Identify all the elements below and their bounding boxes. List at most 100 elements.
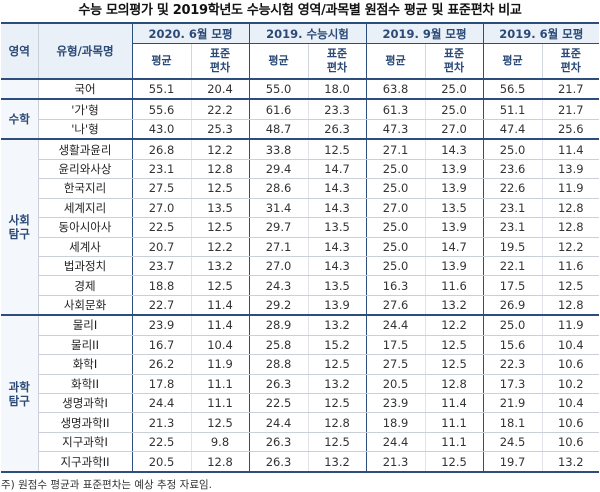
sd-value: 12.5 (307, 354, 367, 375)
mean-value: 26.3 (248, 374, 308, 395)
table-row: 윤리와사상 23.1 12.8 29.4 14.7 25.0 13.9 23.6 13.9 (1, 159, 600, 180)
mean-value: 51.1 (482, 99, 543, 120)
mean-value: 24.5 (482, 432, 543, 453)
table-row: 지구과학II 20.5 12.8 26.3 13.2 21.3 12.5 19.7 13.2 (1, 451, 600, 473)
sd-value: 12.5 (190, 178, 249, 199)
sd-value: 20.4 (190, 79, 249, 101)
subject-cell: '나'형 (38, 119, 132, 141)
mean-value: 28.8 (248, 354, 308, 375)
subject-cell: 윤리와사상 (38, 159, 132, 180)
mean-value: 23.7 (131, 256, 191, 277)
subject-cell: 국어 (38, 79, 132, 101)
sd-value: 14.3 (307, 198, 367, 219)
mean-value: 22.6 (482, 178, 543, 199)
mean-value: 19.5 (482, 237, 543, 257)
mean-value: 29.4 (248, 159, 308, 180)
header-subject: 유형/과목명 (37, 22, 132, 80)
sd-value: 11.4 (190, 295, 249, 317)
sd-value: 11.1 (424, 432, 484, 453)
mean-value: 33.8 (248, 139, 308, 160)
subject-cell: 지구과학I (38, 432, 132, 453)
sd-value: 22.2 (190, 99, 249, 120)
header-exam-2019-june: 2019. 6월 모평 (482, 22, 600, 44)
header-sd: 표준 편차 (424, 43, 484, 80)
sd-value: 15.2 (307, 335, 367, 356)
sd-value: 11.9 (541, 315, 600, 336)
mean-value: 22.5 (131, 432, 191, 453)
mean-value: 21.9 (482, 393, 543, 414)
header-sd: 표준 편차 (541, 43, 600, 80)
mean-value: 17.8 (131, 374, 191, 395)
sd-value: 25.6 (541, 119, 600, 141)
sd-value: 13.2 (424, 295, 484, 317)
mean-value: 25.0 (365, 217, 426, 238)
mean-value: 16.7 (131, 335, 191, 356)
subject-cell: 물리II (38, 335, 132, 356)
mean-value: 25.0 (482, 139, 543, 160)
mean-value: 19.7 (482, 451, 543, 473)
mean-value: 25.0 (365, 237, 426, 257)
mean-value: 16.3 (365, 275, 426, 296)
subject-cell: 한국지리 (38, 178, 132, 199)
mean-value: 28.6 (248, 178, 308, 199)
mean-value: 22.7 (131, 295, 191, 317)
mean-value: 25.0 (365, 178, 426, 199)
mean-value: 22.5 (131, 217, 191, 238)
mean-value: 17.5 (482, 275, 543, 296)
table-row: 세계지리 27.0 13.5 31.4 14.3 27.0 13.5 23.1 12.8 (1, 198, 600, 219)
score-comparison-table: 영역 유형/과목명 2020. 6월 모평 2019. 수능시험 2019. 9… (1, 22, 600, 473)
sd-value: 10.6 (541, 354, 600, 375)
sd-value: 12.8 (190, 451, 249, 473)
table-row: 생명과학I 24.4 11.1 22.5 12.5 23.9 11.4 21.9 10.4 (1, 393, 600, 414)
mean-value: 25.0 (482, 315, 543, 336)
mean-value: 26.9 (482, 295, 543, 317)
header-sd: 표준 편차 (190, 43, 249, 80)
header-mean: 평균 (365, 43, 426, 80)
mean-value: 24.4 (365, 432, 426, 453)
subject-cell: 사회문화 (38, 295, 132, 317)
area-cell: 과학 탐구 (1, 315, 39, 473)
sd-value: 13.2 (307, 374, 367, 395)
sd-value: 12.8 (541, 295, 600, 317)
mean-value: 23.9 (131, 315, 191, 336)
mean-value: 26.2 (131, 354, 191, 375)
mean-value: 55.0 (248, 79, 308, 101)
header-row-exams: 영역 유형/과목명 2020. 6월 모평 2019. 수능시험 2019. 9… (1, 22, 600, 80)
subject-cell: '가'형 (38, 99, 132, 120)
mean-value: 27.1 (365, 139, 426, 160)
sd-value: 13.2 (541, 451, 600, 473)
sd-value: 27.0 (424, 119, 484, 141)
sd-value: 11.1 (424, 412, 484, 433)
table-row: 물리II 16.7 10.4 25.8 15.2 17.5 12.5 15.6 10.4 (1, 335, 600, 356)
sd-value: 14.7 (424, 237, 484, 257)
table-row: 수학 '가'형 55.6 22.2 61.6 23.3 61.3 25.0 51.1 21.7 (1, 99, 600, 141)
sd-value: 14.3 (307, 256, 367, 277)
sd-value: 13.2 (307, 315, 367, 336)
mean-value: 23.1 (482, 217, 543, 238)
sd-value: 25.3 (190, 119, 249, 141)
table-row: 사회 탐구 생활과윤리 26.8 12.2 33.8 12.5 27.1 14.3 25.0 11.… (1, 139, 600, 317)
mean-value: 20.5 (365, 374, 426, 395)
table-row: 화학I 26.2 11.9 28.8 12.5 27.5 12.5 22.3 10.6 (1, 354, 600, 375)
sd-value: 21.7 (541, 99, 600, 120)
mean-value: 27.5 (365, 354, 426, 375)
mean-value: 27.0 (248, 256, 308, 277)
sd-value: 12.8 (424, 374, 484, 395)
sd-value: 11.6 (541, 256, 600, 277)
mean-value: 21.3 (131, 412, 191, 433)
area-cell: 사회 탐구 (1, 139, 39, 317)
mean-value: 47.3 (365, 119, 426, 141)
sd-value: 12.5 (424, 354, 484, 375)
sd-value: 14.3 (307, 237, 367, 257)
table-row: 과학 탐구 물리I 23.9 11.4 28.9 13.2 24.4 12.2 25.0 11.9 (1, 315, 600, 473)
mean-value: 23.1 (482, 198, 543, 219)
subject-cell: 법과정치 (38, 256, 132, 277)
sd-value: 12.5 (190, 412, 249, 433)
sd-value: 13.9 (424, 178, 484, 199)
sd-value: 12.8 (190, 159, 249, 180)
sd-value: 11.9 (541, 178, 600, 199)
sd-value: 12.2 (541, 237, 600, 257)
mean-value: 63.8 (365, 79, 426, 101)
header-row-stats: 평균 표준 편차 평균 표준 편차 평균 표준 편차 평균 표준 편차 (1, 43, 600, 80)
sd-value: 26.3 (307, 119, 367, 141)
